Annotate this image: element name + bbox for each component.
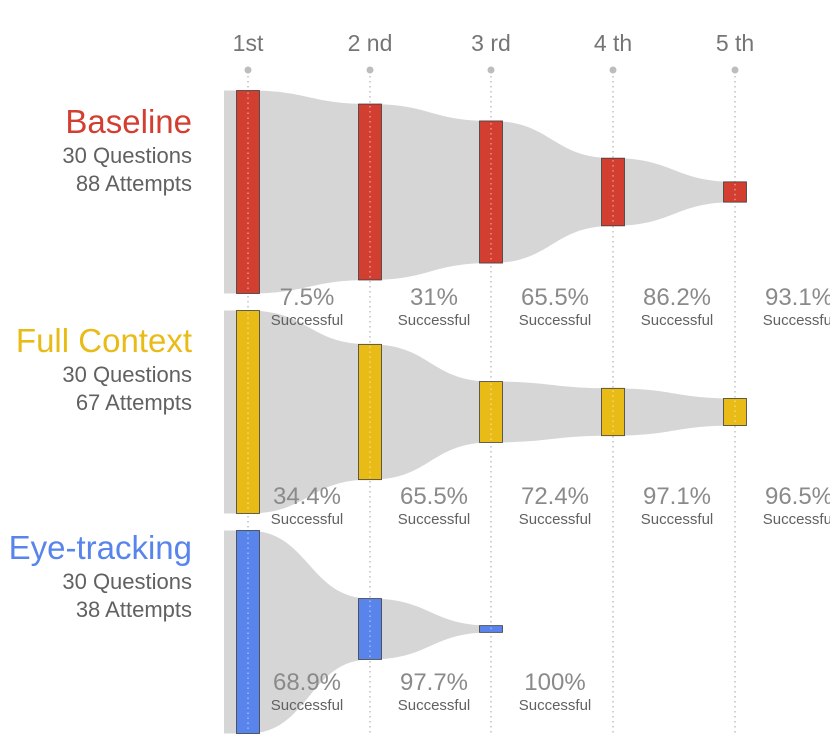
success-rate: 72.4% bbox=[521, 483, 589, 510]
success-label: Successful bbox=[398, 511, 471, 528]
success-rate: 7.5% bbox=[280, 284, 335, 311]
success-label: Successful bbox=[641, 511, 714, 528]
success-rate: 86.2% bbox=[643, 284, 711, 311]
guide-dot bbox=[609, 66, 617, 74]
attempt-bar bbox=[601, 387, 625, 437]
flow-bands bbox=[224, 90, 735, 734]
attempt-header: 3 rd bbox=[471, 30, 511, 56]
attempt-bar bbox=[236, 530, 260, 734]
success-rate: 34.4% bbox=[273, 483, 341, 510]
success-rate: 96.5% bbox=[765, 483, 830, 510]
success-label: Successful bbox=[398, 312, 471, 329]
success-label: Successful bbox=[519, 312, 592, 329]
attempt-bar bbox=[236, 90, 260, 294]
group-questions: 30 Questions bbox=[62, 143, 192, 168]
flow-band bbox=[370, 104, 491, 280]
attempt-bar bbox=[479, 120, 503, 264]
group-attempts: 88 Attempts bbox=[76, 171, 192, 196]
guide-dot bbox=[244, 66, 252, 74]
guide-dot bbox=[366, 66, 374, 74]
success-label: Successful bbox=[271, 511, 344, 528]
attempt-header: 1st bbox=[233, 30, 264, 56]
group-attempts: 38 Attempts bbox=[76, 597, 192, 622]
success-rate: 100% bbox=[524, 669, 585, 696]
success-label: Successful bbox=[519, 697, 592, 714]
success-rate: 97.1% bbox=[643, 483, 711, 510]
attempt-bar bbox=[723, 398, 747, 426]
group-questions: 30 Questions bbox=[62, 362, 192, 387]
attempt-bars bbox=[236, 90, 747, 734]
success-rate: 65.5% bbox=[521, 284, 589, 311]
flow-band bbox=[491, 381, 613, 443]
attempt-header: 4 th bbox=[594, 30, 632, 56]
flow-band bbox=[370, 344, 491, 480]
attempt-header: 2 nd bbox=[348, 30, 393, 56]
success-rate: 31% bbox=[410, 284, 458, 311]
group-questions: 30 Questions bbox=[62, 569, 192, 594]
flow-band bbox=[248, 90, 370, 294]
group-name: Eye-tracking bbox=[9, 529, 192, 566]
guide-dot bbox=[731, 66, 739, 74]
group-attempts: 67 Attempts bbox=[76, 390, 192, 415]
success-rate: 68.9% bbox=[273, 669, 341, 696]
success-label: Successful bbox=[763, 511, 830, 528]
guide-dot bbox=[487, 66, 495, 74]
chart-labels: 1st 2 nd 3 rd 4 th 5 th Baseline 30 Questions 8… bbox=[9, 30, 830, 714]
flow-band bbox=[248, 310, 370, 514]
attempt-bar bbox=[236, 310, 260, 514]
flow-band bbox=[613, 158, 735, 226]
success-label: Successful bbox=[271, 697, 344, 714]
group-name: Full Context bbox=[16, 322, 192, 359]
flow-band bbox=[248, 530, 370, 734]
attempt-bar bbox=[601, 157, 625, 227]
attempt-bar bbox=[479, 381, 503, 443]
attempt-bar bbox=[723, 181, 747, 203]
success-label: Successful bbox=[641, 312, 714, 329]
success-label: Successful bbox=[398, 697, 471, 714]
attempt-guides bbox=[244, 66, 739, 735]
success-label: Successful bbox=[271, 312, 344, 329]
success-label: Successful bbox=[763, 312, 830, 329]
attempt-header: 5 th bbox=[716, 30, 754, 56]
flow-band bbox=[613, 388, 735, 436]
flow-band bbox=[370, 598, 491, 660]
success-label: Successful bbox=[519, 511, 592, 528]
success-rate: 97.7% bbox=[400, 669, 468, 696]
success-rate: 65.5% bbox=[400, 483, 468, 510]
attempt-bar bbox=[358, 598, 382, 660]
group-name: Baseline bbox=[65, 103, 192, 140]
success-rate: 93.1% bbox=[765, 284, 830, 311]
flow-band bbox=[491, 120, 613, 264]
